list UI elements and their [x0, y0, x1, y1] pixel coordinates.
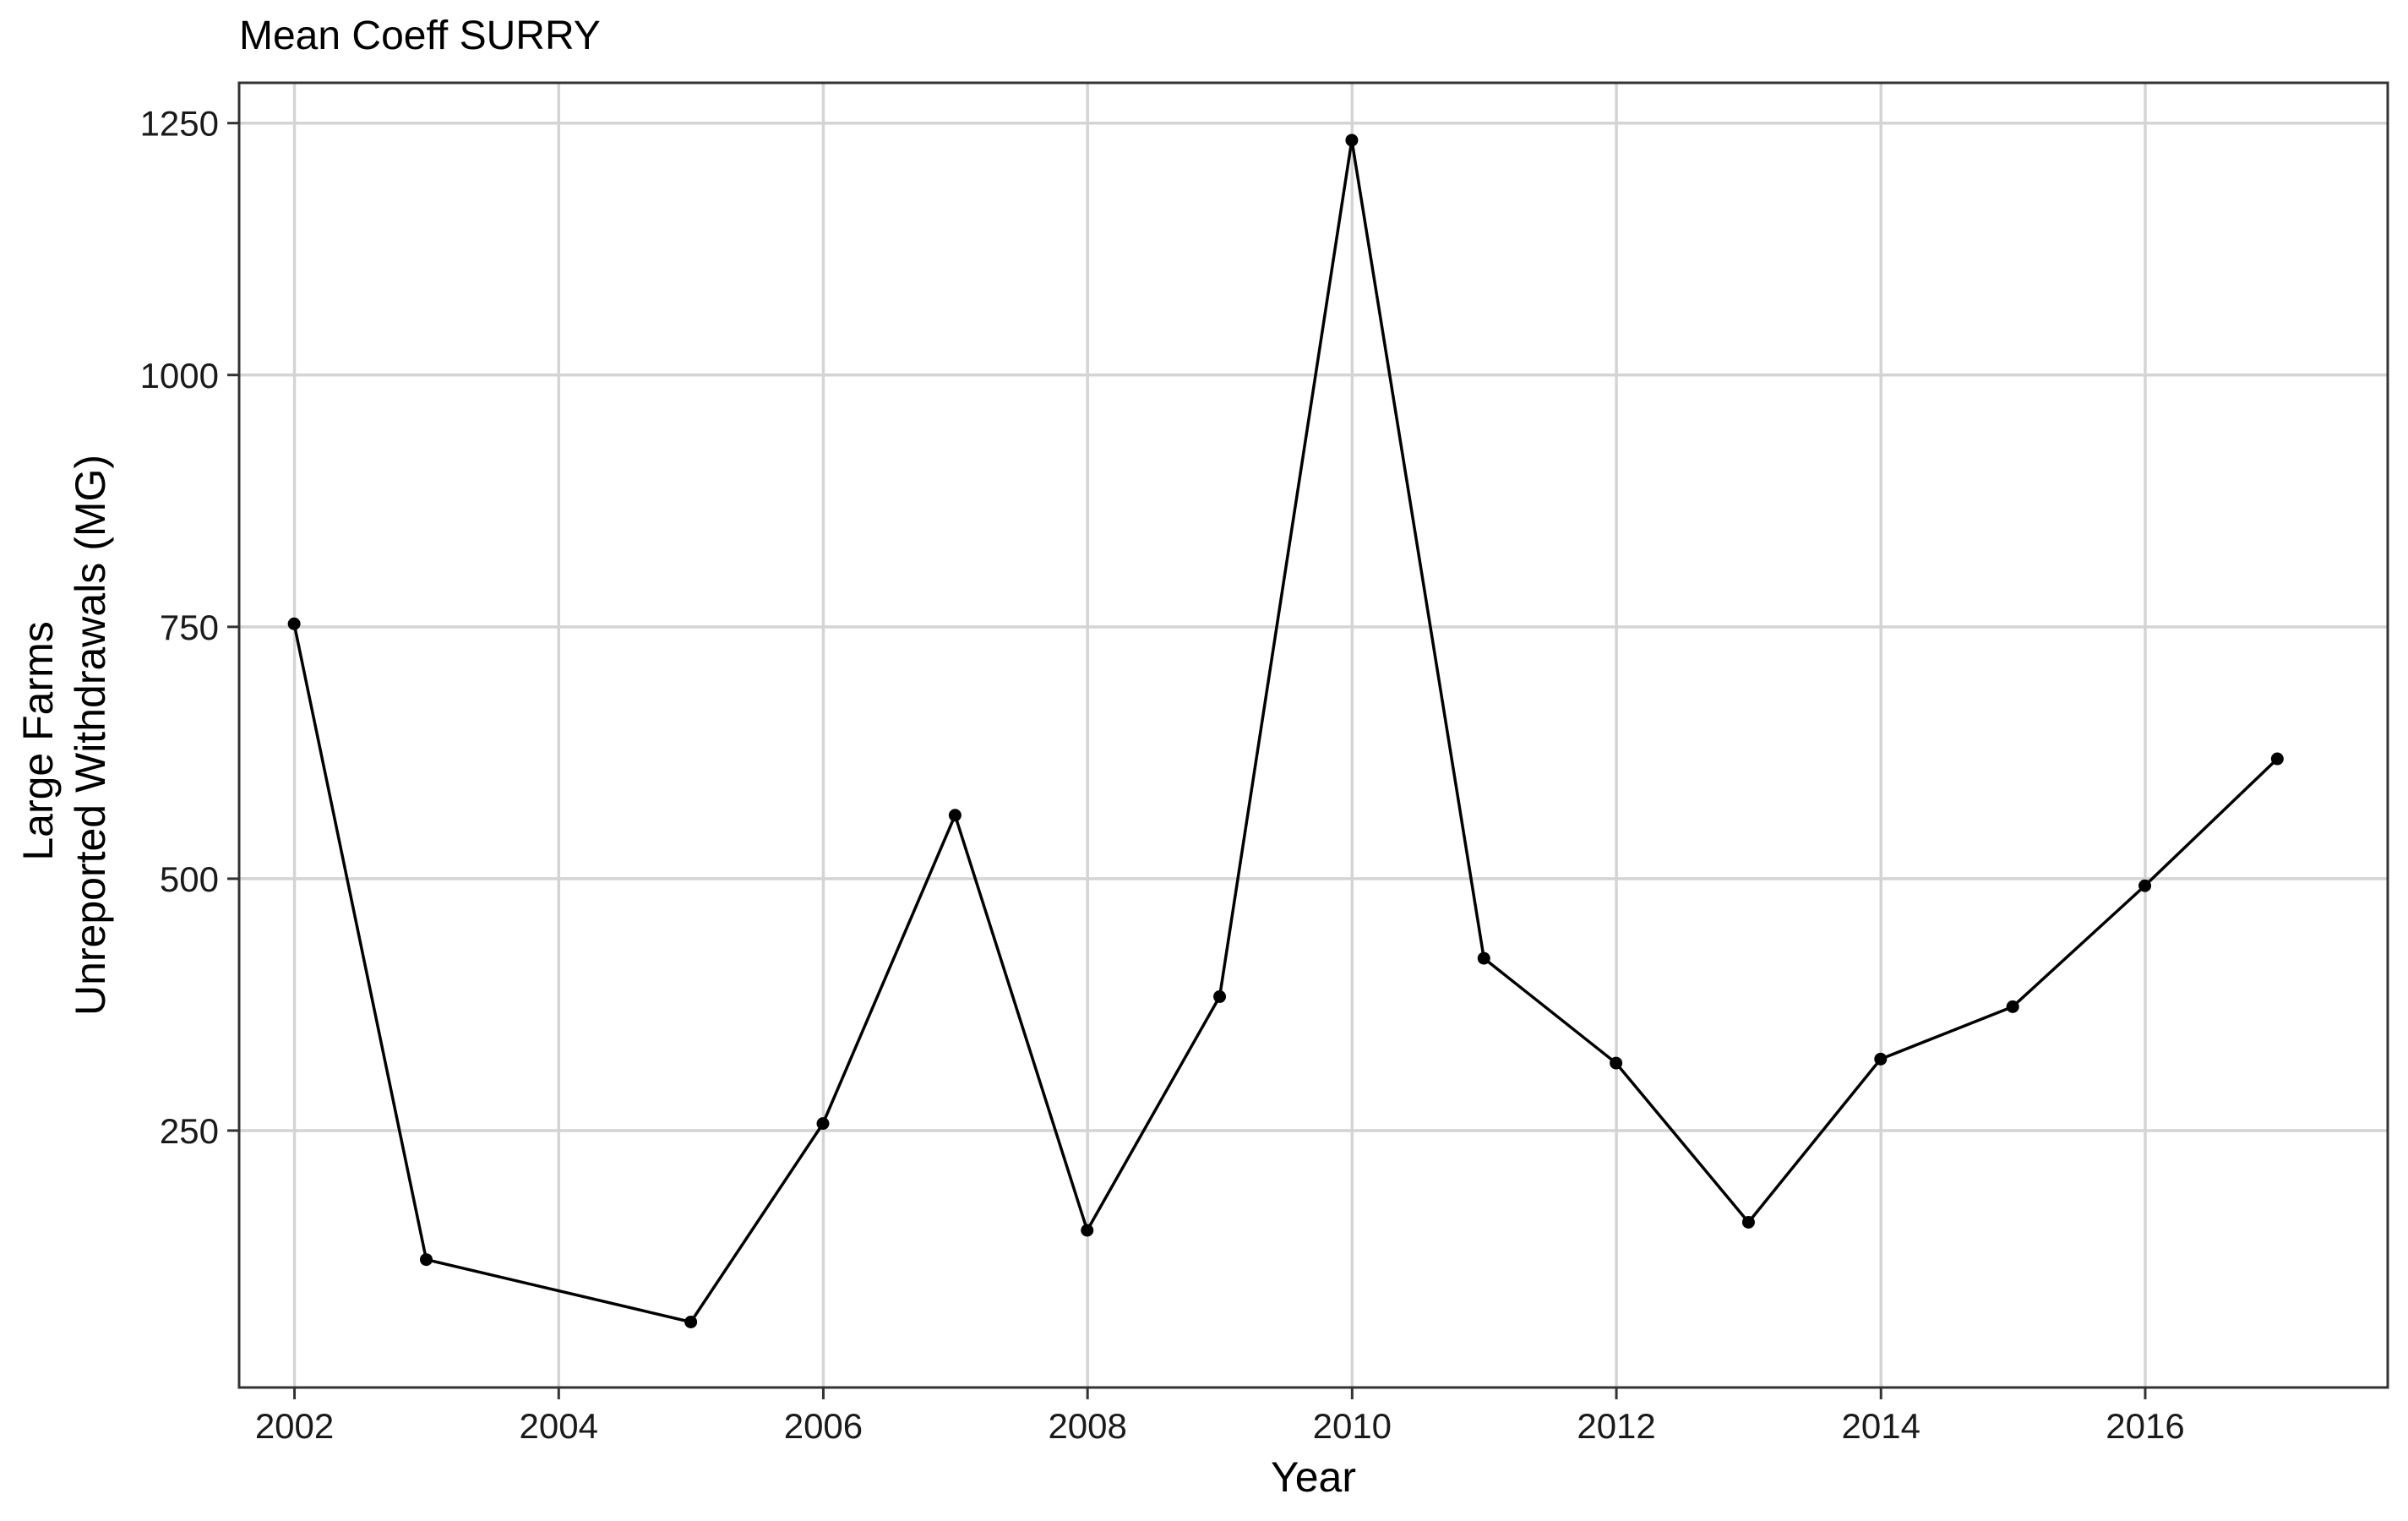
y-tick-label: 250	[160, 1111, 219, 1151]
data-point	[1874, 1052, 1888, 1066]
x-tick-label: 2010	[1313, 1406, 1392, 1446]
data-point	[948, 809, 962, 822]
y-axis-title-line-1: Large Farms	[14, 621, 62, 860]
x-tick-label: 2012	[1577, 1406, 1655, 1446]
grid	[239, 83, 2388, 1387]
x-tick-label: 2008	[1048, 1406, 1126, 1446]
y-tick-label: 500	[160, 859, 219, 899]
x-tick-label: 2006	[784, 1406, 863, 1446]
plot-panel	[237, 81, 2389, 1389]
data-point	[1213, 989, 1227, 1003]
data-point	[287, 617, 301, 630]
x-tick-label: 2004	[520, 1406, 598, 1446]
data-point	[1345, 134, 1359, 147]
x-axis-title: Year	[1271, 1453, 1356, 1501]
y-tick-label: 1000	[140, 356, 219, 395]
data-point	[684, 1316, 698, 1329]
data-point	[2270, 752, 2284, 766]
data-point	[1741, 1215, 1755, 1229]
x-tick-label: 2016	[2106, 1406, 2184, 1446]
data-point	[1081, 1224, 1094, 1237]
axis-ticks: 2002 2004 2006 2008 2010 2012 2014 2016 250 500 75…	[140, 104, 2185, 1446]
data-point	[2006, 1000, 2019, 1013]
y-axis-title: Large Farms Unreported Withdrawals (MG)	[14, 455, 114, 1016]
data-point	[816, 1117, 830, 1131]
y-tick-label: 1250	[140, 104, 219, 144]
y-axis-title-line-2: Unreported Withdrawals (MG)	[67, 455, 114, 1016]
series-line	[292, 139, 2279, 1324]
data-point	[419, 1253, 433, 1267]
data-point	[2138, 879, 2152, 892]
data-point	[1610, 1056, 1623, 1070]
data-point	[1477, 951, 1490, 965]
series-layer	[287, 134, 2284, 1329]
y-tick-label: 750	[160, 608, 219, 647]
x-tick-label: 2002	[255, 1406, 334, 1446]
chart-title: Mean Coeff SURRY	[239, 14, 601, 58]
x-tick-label: 2014	[1842, 1406, 1920, 1446]
